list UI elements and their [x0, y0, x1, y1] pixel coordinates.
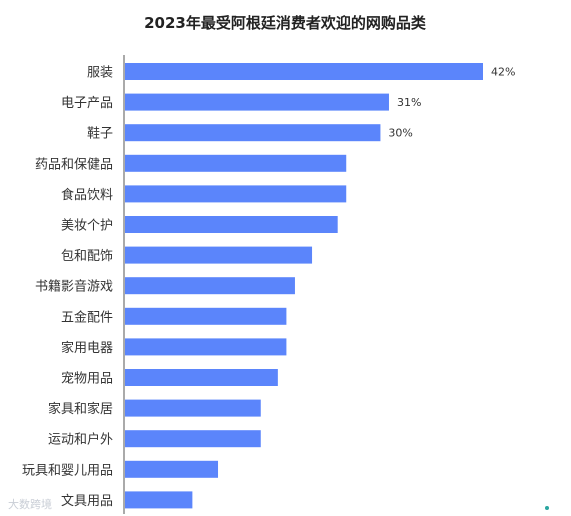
category-label: 文具用品 — [61, 494, 113, 509]
category-label: 书籍影音游戏 — [35, 279, 113, 295]
bar — [125, 460, 219, 478]
bar — [125, 246, 313, 264]
category-label: 家具和家居 — [48, 401, 113, 417]
category-label: 食品饮料 — [61, 187, 113, 203]
bar — [125, 338, 287, 356]
category-label: 包和配饰 — [61, 249, 113, 264]
bar — [125, 185, 347, 203]
bar — [125, 491, 193, 509]
category-label: 电子产品 — [61, 96, 113, 111]
watermark-text: 大数跨境 — [8, 498, 52, 511]
bars-group: 服装 42% 电子产品 31% 鞋子 30% 药品和保健品食品饮料美妆个护包和配饰书籍影音游… — [22, 63, 515, 509]
data-label: 42% — [491, 66, 515, 79]
data-label: 30% — [388, 127, 412, 140]
category-label: 运动和户外 — [48, 432, 113, 448]
corner-dot — [545, 506, 549, 510]
category-label: 玩具和婴儿用品 — [22, 463, 113, 478]
category-label: 药品和保健品 — [35, 157, 113, 172]
bar — [125, 430, 261, 448]
category-label: 服装 — [87, 66, 113, 81]
bar — [125, 307, 287, 325]
bar — [125, 399, 261, 417]
bar — [125, 369, 278, 386]
data-label: 31% — [397, 96, 421, 109]
chart-title: 2023年最受阿根廷消费者欢迎的网购品类 — [144, 14, 427, 32]
bar — [125, 63, 483, 80]
category-label: 美妆个护 — [61, 219, 113, 234]
bar — [125, 124, 381, 142]
bar — [125, 277, 295, 295]
bar — [125, 93, 389, 111]
category-label: 鞋子 — [87, 126, 113, 142]
category-label: 五金配件 — [61, 309, 113, 325]
bar — [125, 154, 347, 172]
bar — [125, 216, 338, 233]
category-label: 家用电器 — [61, 340, 113, 356]
category-label: 宠物用品 — [61, 371, 113, 387]
